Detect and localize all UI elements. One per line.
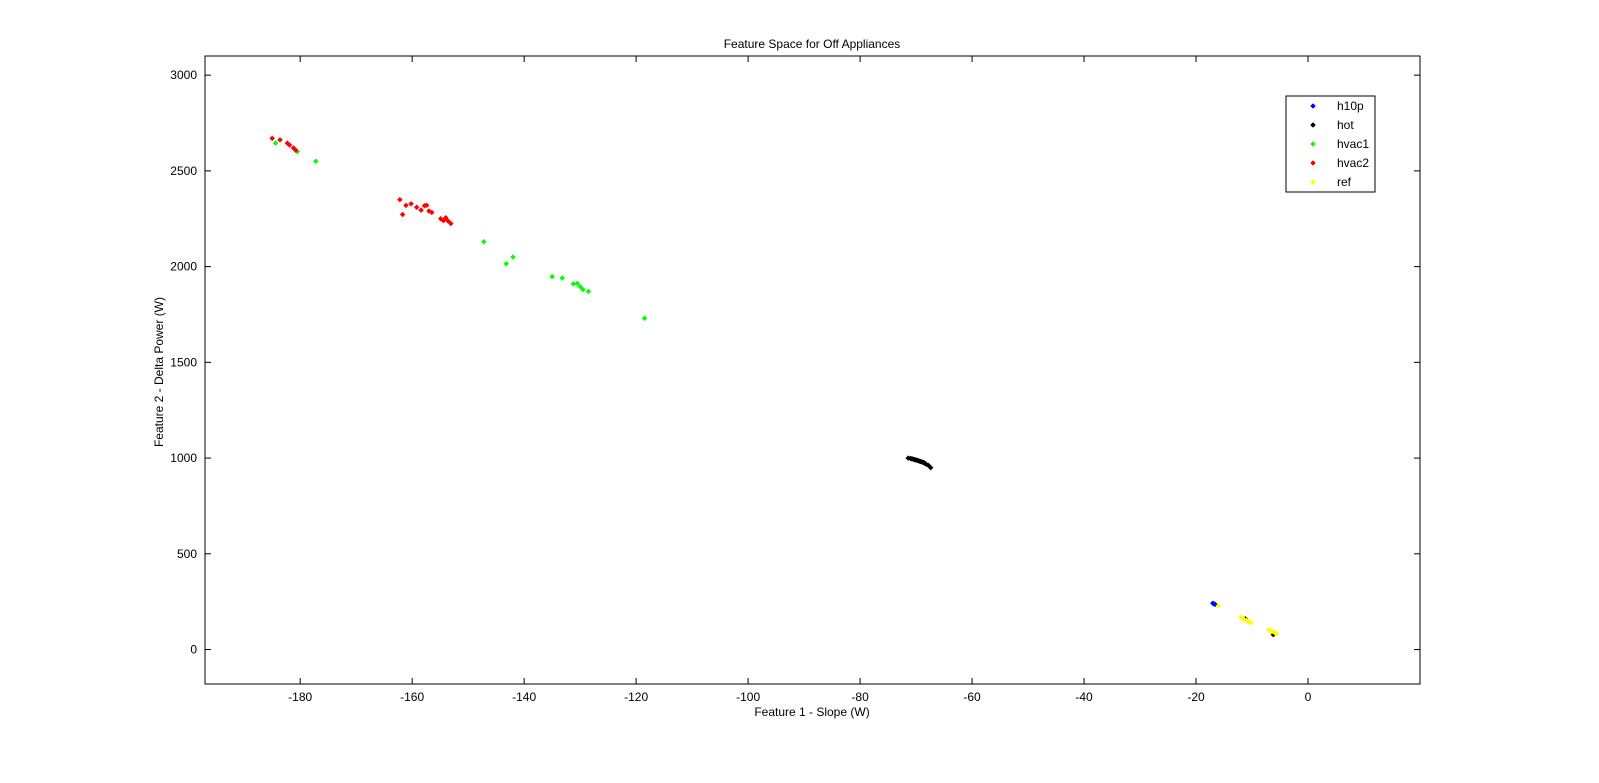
y-tick-label: 1000 (170, 451, 197, 465)
data-point-hvac2 (413, 204, 420, 211)
legend-marker-hvac2 (1310, 160, 1316, 166)
data-point-hvac2 (396, 196, 403, 203)
x-tick-label: -140 (512, 690, 536, 704)
data-point-ref (1273, 630, 1280, 637)
x-axis-ticks: -180 -160 -140 -120 -100 -80 -60 -40 -20 0 (288, 56, 1312, 704)
axes-frame (204, 55, 1421, 685)
data-point-hvac1 (272, 140, 279, 146)
x-tick-label: 0 (1305, 690, 1312, 704)
legend-entries: h10p hot hvac1 hvac2 ref (1310, 99, 1369, 189)
legend: h10p hot hvac1 hvac2 ref (1285, 95, 1376, 193)
y-tick-label: 2500 (170, 164, 197, 178)
data-point-hvac2 (447, 220, 454, 227)
legend-label-ref: ref (1337, 175, 1352, 189)
data-point-hvac2 (418, 207, 424, 213)
x-tick-label: -80 (851, 690, 869, 704)
legend-box (1285, 95, 1376, 193)
legend-label-h10p: h10p (1337, 99, 1364, 113)
x-axis-label: Feature 1 - Slope (W) (754, 705, 869, 719)
data-point-ref (1215, 603, 1222, 609)
data-point-hvac2 (442, 214, 449, 221)
data-point-hvac1 (580, 286, 586, 293)
data-point-hvac1 (549, 273, 555, 280)
legend-label-hot: hot (1337, 118, 1354, 132)
data-point-hvac1 (577, 283, 583, 290)
legend-marker-h10p (1310, 103, 1316, 109)
data-point-hvac2 (292, 147, 299, 154)
legend-marker-hot (1310, 122, 1316, 128)
data-points (269, 135, 1280, 638)
x-tick-label: -120 (624, 690, 648, 704)
x-tick-label: -180 (288, 690, 312, 704)
legend-marker-ref (1310, 179, 1316, 185)
y-tick-label: 0 (190, 643, 197, 657)
data-point-hvac2 (423, 202, 430, 209)
x-tick-label: -40 (1075, 690, 1093, 704)
data-point-hvac1 (559, 275, 566, 281)
data-point-ref (1248, 619, 1254, 626)
x-tick-label: -20 (1187, 690, 1205, 704)
data-point-hvac1 (503, 260, 510, 267)
chart-title: Feature Space for Off Appliances (724, 37, 901, 51)
legend-marker-hvac1 (1310, 141, 1316, 147)
legend-label-hvac1: hvac1 (1337, 137, 1369, 151)
data-point-hvac2 (286, 142, 293, 148)
x-tick-label: -60 (963, 690, 981, 704)
legend-label-hvac2: hvac2 (1337, 156, 1369, 170)
data-point-hot (927, 464, 934, 471)
data-point-hvac2 (269, 135, 276, 142)
data-point-hvac1 (510, 254, 516, 260)
data-point-hvac2 (428, 209, 435, 216)
x-tick-label: -100 (736, 690, 760, 704)
data-point-hvac1 (641, 315, 648, 322)
y-axis-label: Feature 2 - Delta Power (W) (152, 297, 166, 447)
y-tick-label: 1500 (170, 355, 197, 369)
axes-background (205, 56, 1420, 684)
data-point-hvac2 (403, 202, 409, 209)
data-point-hvac1 (585, 288, 592, 295)
data-point-hvac1 (574, 280, 581, 287)
data-point-hvac2 (408, 200, 414, 207)
x-tick-label: -160 (400, 690, 424, 704)
y-axis-ticks: 0 500 1000 1500 2000 2500 3000 (170, 68, 1420, 657)
data-point-hvac2 (277, 137, 283, 143)
data-point-hvac1 (313, 158, 319, 165)
data-point-hvac1 (480, 238, 487, 245)
data-point-hvac2 (399, 211, 406, 218)
y-tick-label: 3000 (170, 68, 197, 82)
y-tick-label: 500 (177, 547, 197, 561)
y-tick-label: 2000 (170, 260, 197, 274)
